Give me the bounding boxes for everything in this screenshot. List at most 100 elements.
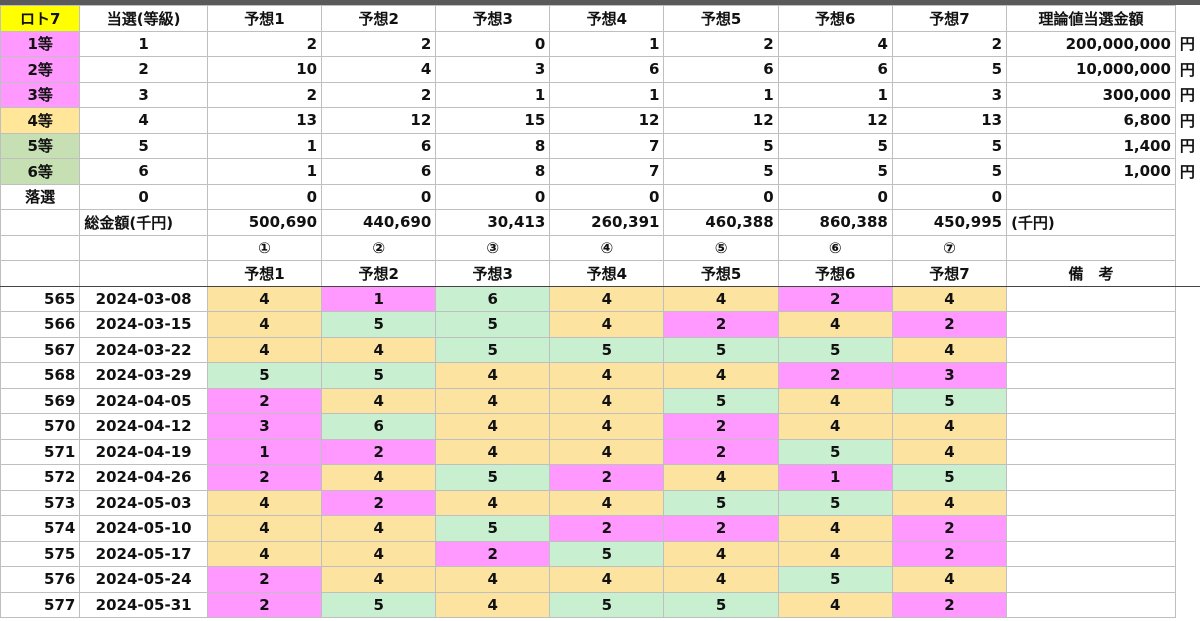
yen-unit[interactable]: 円 (1174, 56, 1200, 83)
prediction-result-cell[interactable]: 4 (663, 566, 779, 593)
circled-number[interactable]: ② (321, 234, 437, 261)
draw-date[interactable]: 2024-03-22 (79, 336, 208, 363)
rank-count-cell[interactable]: 1 (206, 158, 323, 185)
prediction-result-cell[interactable]: 4 (321, 387, 437, 414)
empty-cell[interactable] (1174, 566, 1200, 593)
empty-cell[interactable] (79, 260, 208, 287)
prediction-result-cell[interactable]: 4 (549, 362, 665, 389)
rank-count-cell[interactable]: 0 (549, 183, 665, 210)
rank-column-header[interactable]: 当選(等級) (79, 5, 208, 32)
yen-unit[interactable] (1174, 183, 1200, 210)
prediction-result-cell[interactable]: 4 (891, 566, 1008, 593)
yen-unit[interactable]: 円 (1174, 81, 1200, 108)
prediction-result-cell[interactable]: 4 (321, 566, 437, 593)
empty-cell[interactable] (0, 260, 81, 287)
empty-cell[interactable] (1174, 5, 1200, 32)
totals-unit[interactable]: (千円) (1006, 209, 1176, 236)
rank-count-cell[interactable]: 5 (663, 132, 779, 159)
yen-unit[interactable]: 円 (1174, 30, 1200, 57)
prediction-result-cell[interactable]: 6 (321, 413, 437, 440)
prediction-result-cell[interactable]: 5 (435, 515, 551, 542)
prediction-result-cell[interactable]: 6 (435, 285, 551, 312)
empty-cell[interactable] (1174, 285, 1200, 312)
prediction-header-1[interactable]: 予想1 (206, 5, 323, 32)
prediction-subheader-1[interactable]: 予想1 (206, 260, 323, 287)
prediction-result-cell[interactable]: 5 (663, 387, 779, 414)
rank-count-cell[interactable]: 2 (206, 30, 323, 57)
prediction-result-cell[interactable]: 4 (206, 489, 323, 516)
prediction-result-cell[interactable]: 2 (549, 515, 665, 542)
loto7-label[interactable]: ロト7 (0, 5, 81, 32)
rank-count-cell[interactable]: 5 (777, 132, 893, 159)
prediction-result-cell[interactable]: 4 (777, 311, 893, 338)
total-amount-cell[interactable]: 860,388 (777, 209, 893, 236)
empty-cell[interactable] (1174, 362, 1200, 389)
total-amount-cell[interactable]: 260,391 (549, 209, 665, 236)
prediction-result-cell[interactable]: 4 (435, 591, 551, 618)
empty-cell[interactable] (1174, 413, 1200, 440)
prediction-subheader-2[interactable]: 予想2 (321, 260, 437, 287)
prediction-result-cell[interactable]: 4 (435, 387, 551, 414)
rank-count-cell[interactable]: 1 (435, 81, 551, 108)
prediction-result-cell[interactable]: 5 (549, 591, 665, 618)
rank-label[interactable]: 3等 (0, 81, 81, 108)
rank-count-cell[interactable]: 6 (777, 56, 893, 83)
rank-count-cell[interactable]: 1 (549, 81, 665, 108)
notes-cell[interactable] (1006, 336, 1176, 363)
rank-count-cell[interactable]: 0 (663, 183, 779, 210)
prediction-result-cell[interactable]: 5 (663, 489, 779, 516)
prediction-header-6[interactable]: 予想6 (777, 5, 893, 32)
rank-label[interactable]: 1等 (0, 30, 81, 57)
rank-count-cell[interactable]: 15 (435, 107, 551, 134)
draw-number[interactable]: 575 (0, 540, 81, 567)
empty-cell[interactable] (1174, 591, 1200, 618)
empty-cell[interactable] (1174, 209, 1200, 236)
notes-cell[interactable] (1006, 285, 1176, 312)
circled-number[interactable]: ⑦ (891, 234, 1008, 261)
total-amount-cell[interactable]: 30,413 (435, 209, 551, 236)
empty-cell[interactable] (1174, 515, 1200, 542)
prediction-result-cell[interactable]: 5 (549, 336, 665, 363)
prediction-result-cell[interactable]: 2 (663, 515, 779, 542)
prediction-result-cell[interactable]: 5 (777, 336, 893, 363)
rank-count-cell[interactable]: 6 (321, 158, 437, 185)
prediction-result-cell[interactable]: 4 (777, 387, 893, 414)
theory-amount[interactable]: 6,800 (1006, 107, 1176, 134)
prediction-result-cell[interactable]: 2 (891, 540, 1008, 567)
rank-count-cell[interactable]: 0 (206, 183, 323, 210)
empty-cell[interactable] (1174, 260, 1200, 287)
prediction-result-cell[interactable]: 5 (663, 591, 779, 618)
theory-amount[interactable] (1006, 183, 1176, 210)
prediction-result-cell[interactable]: 4 (663, 540, 779, 567)
draw-number[interactable]: 570 (0, 413, 81, 440)
draw-date[interactable]: 2024-05-03 (79, 489, 208, 516)
prediction-subheader-7[interactable]: 予想7 (891, 260, 1008, 287)
prediction-result-cell[interactable]: 4 (891, 336, 1008, 363)
notes-cell[interactable] (1006, 591, 1176, 618)
prediction-result-cell[interactable]: 4 (549, 489, 665, 516)
prediction-result-cell[interactable]: 5 (777, 438, 893, 465)
prediction-result-cell[interactable]: 5 (321, 311, 437, 338)
draw-date[interactable]: 2024-05-24 (79, 566, 208, 593)
empty-cell[interactable] (1174, 464, 1200, 491)
theory-amount[interactable]: 10,000,000 (1006, 56, 1176, 83)
circled-number[interactable]: ③ (435, 234, 551, 261)
empty-cell[interactable] (79, 234, 208, 261)
rank-number[interactable]: 6 (79, 158, 208, 185)
prediction-result-cell[interactable]: 3 (206, 413, 323, 440)
draw-number[interactable]: 573 (0, 489, 81, 516)
prediction-result-cell[interactable]: 4 (321, 515, 437, 542)
prediction-result-cell[interactable]: 5 (435, 336, 551, 363)
prediction-result-cell[interactable]: 2 (663, 438, 779, 465)
rank-count-cell[interactable]: 2 (891, 30, 1008, 57)
rank-count-cell[interactable]: 2 (663, 30, 779, 57)
rank-count-cell[interactable]: 10 (206, 56, 323, 83)
prediction-result-cell[interactable]: 4 (891, 489, 1008, 516)
notes-cell[interactable] (1006, 362, 1176, 389)
prediction-result-cell[interactable]: 4 (435, 413, 551, 440)
rank-count-cell[interactable]: 13 (891, 107, 1008, 134)
rank-count-cell[interactable]: 1 (206, 132, 323, 159)
rank-count-cell[interactable]: 12 (321, 107, 437, 134)
rank-count-cell[interactable]: 0 (435, 183, 551, 210)
empty-cell[interactable] (1174, 311, 1200, 338)
